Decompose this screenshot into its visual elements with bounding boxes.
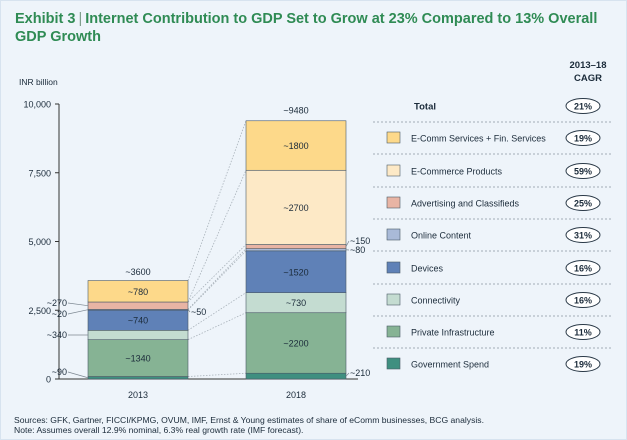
segment-label: ~50 bbox=[191, 307, 206, 317]
bar-segment bbox=[87, 280, 189, 303]
segment-label: ~740 bbox=[128, 316, 148, 326]
label-leader-line bbox=[67, 302, 89, 307]
segment-label: ~90 bbox=[52, 367, 67, 377]
cagr-badge bbox=[565, 98, 601, 114]
legend-swatch bbox=[386, 357, 401, 370]
cagr-value: 16% bbox=[574, 263, 592, 273]
legend-label: Devices bbox=[411, 264, 444, 274]
segment-label: ~20 bbox=[52, 309, 67, 319]
legend-label: Government Spend bbox=[411, 360, 489, 370]
total-label: ~3600 bbox=[125, 267, 150, 277]
label-leader-line bbox=[187, 309, 191, 313]
exhibit-label: Exhibit 3 bbox=[15, 11, 76, 27]
y-tick-label: 2,500 bbox=[28, 306, 51, 316]
connector-line bbox=[187, 170, 247, 303]
legend-swatch bbox=[386, 228, 401, 241]
cagr-value: 21% bbox=[574, 101, 592, 111]
cagr-value: 31% bbox=[574, 230, 592, 240]
legend-label: E-Commerce Products bbox=[411, 167, 503, 177]
cagr-value: 11% bbox=[574, 327, 592, 337]
connector-line bbox=[187, 120, 247, 281]
connector-line bbox=[187, 292, 247, 331]
segment-label: ~1800 bbox=[283, 141, 308, 151]
bar-segment bbox=[245, 169, 347, 245]
cagr-badge bbox=[565, 356, 601, 372]
segment-label: ~2200 bbox=[283, 338, 308, 348]
segment-label: ~2700 bbox=[283, 203, 308, 213]
segment-label: ~150 bbox=[350, 236, 370, 246]
legend-swatch bbox=[386, 131, 401, 144]
cagr-header: 2013–18 bbox=[570, 60, 607, 71]
title-separator: | bbox=[78, 11, 83, 27]
cagr-badge bbox=[565, 163, 601, 179]
cagr-badge bbox=[565, 292, 601, 308]
bar-segment bbox=[87, 339, 189, 377]
cagr-badge bbox=[565, 195, 601, 211]
segment-label: ~780 bbox=[128, 287, 148, 297]
legend-label: Online Content bbox=[411, 231, 472, 241]
bar-segment bbox=[245, 248, 347, 252]
sources-note: Sources: GFK, Gartner, FICCI/KPMG, OVUM,… bbox=[14, 415, 484, 425]
y-tick-label: 7,500 bbox=[28, 168, 51, 178]
cagr-header: CAGR bbox=[574, 73, 602, 84]
legend-swatch bbox=[386, 164, 401, 177]
legend-swatch bbox=[386, 325, 401, 338]
cagr-value: 25% bbox=[574, 198, 592, 208]
cagr-value: 19% bbox=[574, 359, 592, 369]
y-tick-label: 5,000 bbox=[28, 237, 51, 247]
segment-label: ~210 bbox=[350, 368, 370, 378]
bar-segment bbox=[87, 330, 189, 340]
connector-line bbox=[187, 250, 247, 311]
bar-segment bbox=[87, 301, 189, 310]
bar-segment bbox=[245, 244, 347, 249]
connector-line bbox=[187, 372, 247, 377]
cagr-value: 19% bbox=[574, 133, 592, 143]
x-tick-label: 2018 bbox=[286, 390, 306, 400]
cagr-value: 59% bbox=[574, 166, 592, 176]
x-tick-label: 2013 bbox=[128, 390, 148, 400]
connector-line bbox=[187, 248, 247, 310]
cagr-value: 16% bbox=[574, 295, 592, 305]
bar-segment bbox=[245, 250, 347, 293]
segment-label: ~1520 bbox=[283, 267, 308, 277]
bar-segment bbox=[245, 372, 347, 380]
segment-label: ~1340 bbox=[125, 354, 150, 364]
cagr-badge bbox=[565, 260, 601, 276]
legend-swatch bbox=[386, 196, 401, 209]
connector-line bbox=[187, 244, 247, 303]
y-tick-label: 0 bbox=[46, 375, 51, 385]
y-tick-label: 10,000 bbox=[23, 100, 51, 110]
segment-label: ~730 bbox=[286, 298, 306, 308]
bar-segment bbox=[245, 120, 347, 171]
legend-label: Private Infrastructure bbox=[411, 328, 495, 338]
label-leader-line bbox=[67, 309, 89, 315]
label-leader-line bbox=[345, 372, 350, 377]
cagr-badge bbox=[565, 130, 601, 146]
legend-swatch bbox=[386, 261, 401, 274]
legend-label: Total bbox=[414, 102, 436, 113]
label-leader-line bbox=[345, 240, 350, 247]
y-axis-title: INR billion bbox=[19, 77, 58, 87]
segment-label: ~270 bbox=[47, 298, 67, 308]
cagr-badge bbox=[565, 227, 601, 243]
title-text: Internet Contribution to GDP Set to Grow… bbox=[15, 11, 598, 45]
cagr-badge bbox=[565, 324, 601, 340]
legend-label: E-Comm Services + Fin. Services bbox=[411, 134, 546, 144]
chart-title: Exhibit 3 | Internet Contribution to GDP S… bbox=[15, 10, 615, 46]
legend-label: Connectivity bbox=[411, 296, 461, 306]
label-leader-line bbox=[67, 371, 89, 379]
stacked-bar-chart: INR billion 0 2,500 5,000 7,500 10,000 ~1340 ~7… bbox=[19, 60, 613, 400]
bar-segment bbox=[87, 376, 189, 380]
segment-label: ~340 bbox=[47, 330, 67, 340]
legend-swatch bbox=[386, 293, 401, 306]
assumption-note: Note: Assumes overall 12.9% nominal, 6.3… bbox=[14, 425, 304, 435]
segment-label: ~80 bbox=[350, 245, 365, 255]
total-label: ~9480 bbox=[283, 105, 308, 115]
legend-label: Advertising and Classifieds bbox=[411, 199, 520, 209]
